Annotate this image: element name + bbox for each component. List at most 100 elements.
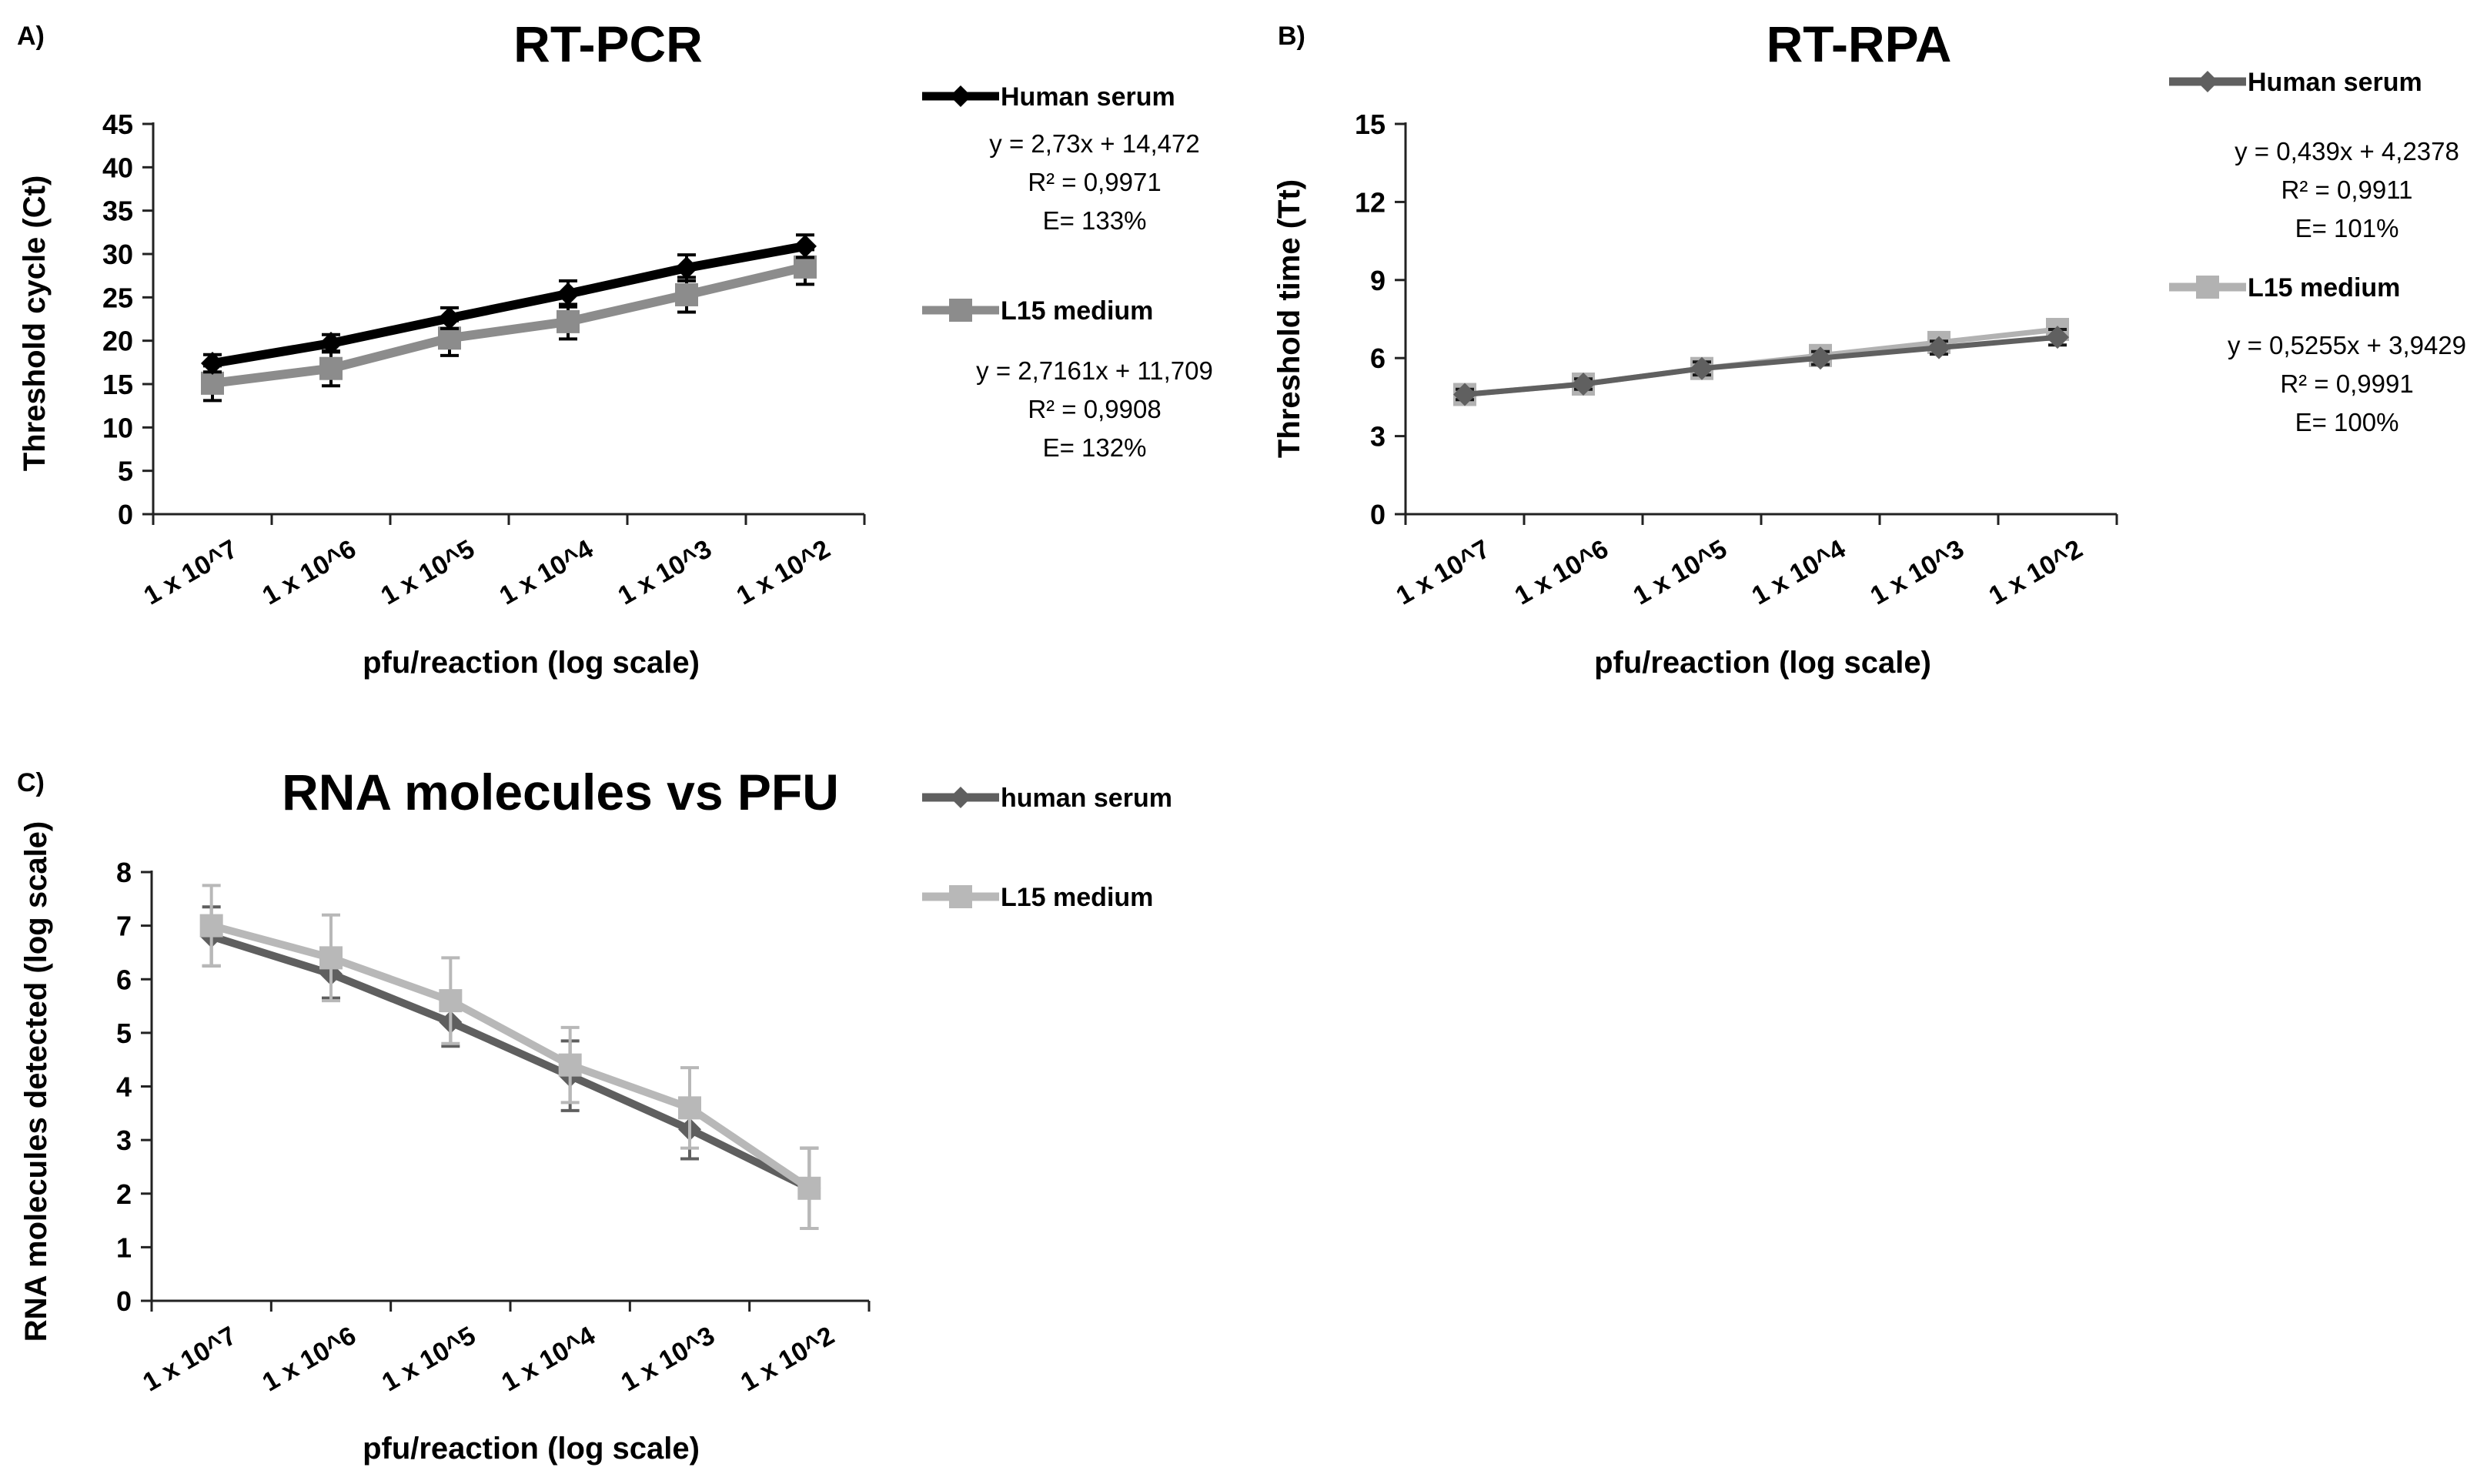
series-line <box>210 921 812 1192</box>
y-tick-label: 9 <box>1370 265 1386 296</box>
y-tick-label: 15 <box>102 369 133 400</box>
legend-human-serum-diamond-marker <box>950 85 971 107</box>
panel-b-legend: Human serum y = 0,439x + 4,2378 R² = 0,9… <box>2169 68 2466 436</box>
panel-c-y-axis-title: RNA molecules detected (log scale) <box>19 821 53 1342</box>
data-point-diamond <box>557 282 580 306</box>
data-point-square <box>794 255 817 279</box>
l15-medium-r-squared: R² = 0,9991 <box>2280 369 2413 398</box>
y-tick-label: 0 <box>118 499 133 530</box>
x-tick-label: 1 x 10^3 <box>613 534 717 611</box>
legend-human-serum-label: human serum <box>1001 784 1172 813</box>
l15-medium-equation: y = 2,7161x + 11,709 <box>976 356 1213 385</box>
data-point-diamond <box>1927 336 1950 359</box>
legend-l15-medium-label: L15 medium <box>2248 273 2400 302</box>
y-tick-label: 5 <box>116 1018 132 1049</box>
y-tick-label: 20 <box>102 326 133 357</box>
panel-a-title: RT-PCR <box>513 15 703 72</box>
panel-b-x-axis-title: pfu/reaction (log scale) <box>1594 646 1931 680</box>
legend-human-serum-label: Human serum <box>1001 82 1175 112</box>
panel-b-title: RT-RPA <box>1767 15 1952 72</box>
data-point-diamond <box>201 351 224 375</box>
panel-a-y-axis-title: Threshold cycle (Ct) <box>18 175 52 472</box>
y-tick-label: 45 <box>102 109 133 140</box>
data-point-diamond <box>2046 326 2069 349</box>
legend-l15-medium-square-marker <box>2196 276 2219 299</box>
x-tick-label: 1 x 10^2 <box>732 534 835 611</box>
legend-l15-medium-square-marker <box>949 299 972 322</box>
x-tick-label: 1 x 10^3 <box>617 1321 720 1398</box>
series-l15-medium <box>199 884 821 1231</box>
x-tick-label: 1 x 10^4 <box>495 534 599 611</box>
series-line <box>212 262 807 388</box>
panel-a-label: A) <box>17 22 45 51</box>
legend-l15-medium-square-marker <box>949 885 972 908</box>
data-point-square <box>675 282 698 306</box>
x-tick-label: 1 x 10^5 <box>376 534 480 611</box>
series-line <box>210 932 811 1192</box>
panel-c-label: C) <box>17 768 45 797</box>
x-tick-label: 1 x 10^7 <box>1392 534 1495 611</box>
data-point-square <box>678 1096 701 1120</box>
human-serum-equation: y = 0,439x + 4,2378 <box>2235 137 2459 165</box>
y-tick-label: 40 <box>102 152 133 183</box>
y-tick-label: 4 <box>116 1071 132 1103</box>
l15-medium-efficiency: E= 100% <box>2295 408 2399 436</box>
human-serum-efficiency: E= 101% <box>2295 214 2399 242</box>
data-point-square <box>319 356 343 380</box>
series-human-serum <box>201 233 817 375</box>
data-point-diamond <box>1453 383 1476 406</box>
data-point-diamond <box>675 256 698 280</box>
x-tick-label: 1 x 10^4 <box>496 1321 600 1398</box>
x-tick-label: 1 x 10^6 <box>258 1321 361 1398</box>
y-tick-label: 3 <box>116 1125 132 1156</box>
legend-human-serum-diamond-marker <box>2197 71 2218 92</box>
x-tick-label: 1 x 10^3 <box>1866 534 1969 611</box>
y-tick-label: 7 <box>116 911 132 942</box>
panel-b-plot-area: 0 3 6 9 12 15 1 x 10^7 1 x 10^6 1 x 10^5 1 x 10^4… <box>1355 109 2118 611</box>
data-point-square <box>438 326 461 350</box>
data-point-diamond <box>438 306 461 330</box>
y-tick-label: 8 <box>116 857 132 888</box>
human-serum-equation: y = 2,73x + 14,472 <box>989 129 1199 158</box>
y-tick-label: 0 <box>116 1285 132 1317</box>
human-serum-efficiency: E= 133% <box>1043 206 1147 235</box>
panel-c-x-axis-title: pfu/reaction (log scale) <box>363 1432 700 1466</box>
y-tick-label: 6 <box>1370 343 1386 374</box>
y-tick-label: 3 <box>1370 421 1386 453</box>
y-tick-label: 6 <box>116 964 132 995</box>
l15-medium-equation: y = 0,5255x + 3,9429 <box>2228 331 2466 359</box>
data-point-diamond <box>1809 346 1832 370</box>
x-tick-label: 1 x 10^5 <box>377 1321 480 1398</box>
legend-l15-medium-label: L15 medium <box>1001 883 1153 912</box>
y-tick-label: 12 <box>1355 186 1386 218</box>
panel-a-rt-pcr-chart: A) RT-PCR pfu/reaction (log scale) Thres… <box>17 15 1213 680</box>
x-tick-label: 1 x 10^7 <box>139 534 242 611</box>
data-point-square <box>797 1176 821 1200</box>
y-tick-label: 15 <box>1355 109 1386 140</box>
y-tick-label: 5 <box>118 456 133 487</box>
data-point-square <box>558 1053 582 1077</box>
legend-human-serum-label: Human serum <box>2248 68 2422 97</box>
legend-l15-medium-label: L15 medium <box>1001 296 1153 326</box>
panel-c-rna-molecules-chart: C) RNA molecules vs PFU pfu/reaction (lo… <box>17 764 1172 1466</box>
panel-b-y-axis-title: Threshold time (Tt) <box>1272 179 1306 458</box>
panel-c-title: RNA molecules vs PFU <box>282 764 839 821</box>
y-tick-label: 1 <box>116 1232 132 1263</box>
series-line <box>1464 334 2058 397</box>
data-point-square <box>319 946 343 970</box>
y-tick-label: 2 <box>116 1178 132 1210</box>
series-l15-medium <box>201 248 817 403</box>
x-tick-label: 1 x 10^4 <box>1747 534 1851 611</box>
l15-medium-r-squared: R² = 0,9908 <box>1028 395 1161 423</box>
data-point-square <box>199 914 223 938</box>
x-tick-label: 1 x 10^6 <box>1510 534 1613 611</box>
x-tick-label: 1 x 10^2 <box>736 1321 839 1398</box>
x-tick-label: 1 x 10^7 <box>138 1321 241 1398</box>
l15-medium-efficiency: E= 132% <box>1043 433 1147 462</box>
data-point-diamond <box>1572 373 1595 396</box>
panel-b-label: B) <box>1278 22 1305 51</box>
y-tick-label: 0 <box>1370 499 1386 530</box>
